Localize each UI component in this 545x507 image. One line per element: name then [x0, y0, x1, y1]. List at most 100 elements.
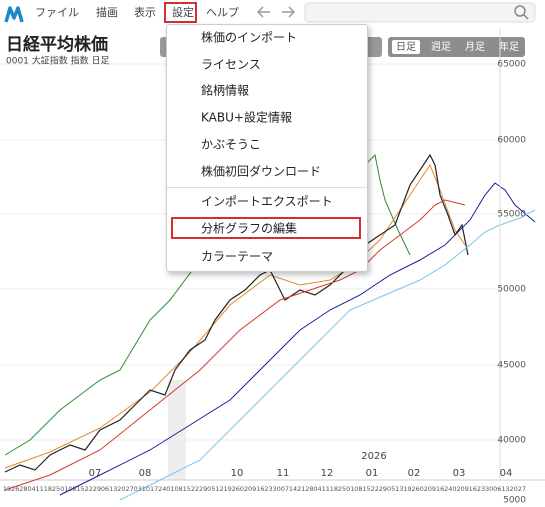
day-label: 03: [134, 485, 142, 493]
day-label: 15: [183, 485, 191, 493]
day-label: 20: [510, 485, 518, 493]
menu-item[interactable]: ヘルプ: [206, 6, 239, 19]
day-label: 15: [362, 485, 370, 493]
day-label: 14: [289, 485, 297, 493]
y-axis-label: 45000: [497, 361, 526, 371]
day-label: 30: [273, 485, 281, 493]
dropdown-item[interactable]: 株価初回ダウンロード: [201, 164, 322, 179]
period-button[interactable]: 年足: [499, 40, 519, 53]
day-label: 29: [199, 485, 207, 493]
day-label: 25: [52, 485, 60, 493]
price-line: [4, 153, 469, 473]
day-label: 22: [85, 485, 93, 493]
day-label: 16: [436, 485, 444, 493]
dropdown-item[interactable]: 株価のインポート: [201, 30, 298, 45]
day-label: 28: [305, 485, 313, 493]
day-label: 28: [19, 485, 27, 493]
forward-arrow[interactable]: [282, 6, 296, 18]
day-label: 08: [68, 485, 76, 493]
day-label: 19: [224, 485, 232, 493]
day-label: 23: [264, 485, 272, 493]
y-axis-label: 40000: [497, 436, 526, 446]
dropdown-item[interactable]: かぶそうこ: [201, 137, 262, 152]
y-axis-label: 60000: [497, 136, 526, 146]
base-line: [4, 199, 466, 491]
month-label: 12: [321, 468, 334, 479]
chart-subtitle: 0001 大証指数 指数 日足: [6, 55, 110, 67]
toolbar-button[interactable]: [364, 37, 382, 57]
y-axis-label: 50000: [497, 285, 526, 295]
menu-item[interactable]: 設定: [172, 5, 194, 19]
menu-item[interactable]: 表示: [134, 5, 156, 19]
day-label: 18: [330, 485, 338, 493]
settings-dropdown: 株価のインポート ライセンス銘柄情報 KABU+設定情報 かぶそうこ株価初回ダウンロー…: [166, 24, 368, 272]
search-box[interactable]: [304, 2, 536, 23]
day-label: 24: [444, 485, 452, 493]
day-label: 06: [101, 485, 109, 493]
day-label: 09: [460, 485, 468, 493]
day-label: 17: [150, 485, 158, 493]
day-label: 19: [403, 485, 411, 493]
day-label: 30: [485, 485, 493, 493]
day-label: 09: [248, 485, 256, 493]
day-label: 26: [411, 485, 419, 493]
menu-item[interactable]: 描画: [96, 5, 118, 19]
day-label: 11: [36, 485, 44, 493]
search-icon[interactable]: [514, 5, 526, 17]
dropdown-item[interactable]: ライセンス: [201, 57, 261, 72]
dropdown-item[interactable]: カラーテーマ: [201, 249, 274, 264]
day-label: 02: [240, 485, 248, 493]
day-label: 29: [379, 485, 387, 493]
month-label: 02: [408, 468, 421, 479]
day-label: 22: [371, 485, 379, 493]
dropdown-item[interactable]: 分析グラフの編集: [201, 221, 298, 236]
day-label: 13: [109, 485, 117, 493]
day-label: 02: [452, 485, 460, 493]
day-label: 16: [469, 485, 477, 493]
day-label: 01: [60, 485, 68, 493]
day-label: 10: [142, 485, 150, 493]
day-label: 06: [493, 485, 501, 493]
day-label: 11: [322, 485, 330, 493]
day-label: 25: [338, 485, 346, 493]
day-label: 19: [3, 485, 11, 493]
dropdown-item[interactable]: インポートエクスポート: [201, 194, 333, 209]
day-label: 05: [387, 485, 395, 493]
y-axis-label: 55000: [497, 210, 526, 220]
menu-highlight: [164, 2, 197, 23]
day-label: 27: [518, 485, 526, 493]
period-button[interactable]: 月足: [465, 41, 485, 53]
day-label: 26: [232, 485, 240, 493]
day-label: 13: [395, 485, 403, 493]
day-label: 02: [420, 485, 428, 493]
month-label: 10: [231, 468, 244, 479]
period-button[interactable]: 日足: [396, 41, 416, 53]
app-logo: [4, 6, 24, 23]
day-label: 27: [125, 485, 133, 493]
y-axis-label: 5000: [503, 496, 526, 506]
month-label: 08: [139, 468, 152, 479]
period-button[interactable]: 週足: [431, 41, 451, 53]
separator: [167, 187, 367, 188]
day-label: 08: [354, 485, 362, 493]
day-label: 20: [117, 485, 125, 493]
chart-title: 日経平均株価: [6, 34, 108, 55]
menu-item[interactable]: ファイル: [35, 6, 79, 19]
day-label: 18: [44, 485, 52, 493]
dropdown-item[interactable]: 銘柄情報: [201, 83, 250, 98]
month-label: 07: [89, 468, 102, 479]
period-selected: [392, 40, 420, 54]
day-label: 13: [501, 485, 509, 493]
day-label: 16: [256, 485, 264, 493]
day-label: 08: [174, 485, 182, 493]
day-label: 15: [76, 485, 84, 493]
dropdown-item[interactable]: KABU+設定情報: [201, 110, 292, 125]
back-arrow[interactable]: [256, 6, 270, 18]
day-label: 01: [346, 485, 354, 493]
day-label: 05: [207, 485, 215, 493]
gap-band: [168, 380, 186, 480]
day-label: 07: [281, 485, 289, 493]
span-b: [59, 182, 536, 496]
day-label: 26: [11, 485, 19, 493]
